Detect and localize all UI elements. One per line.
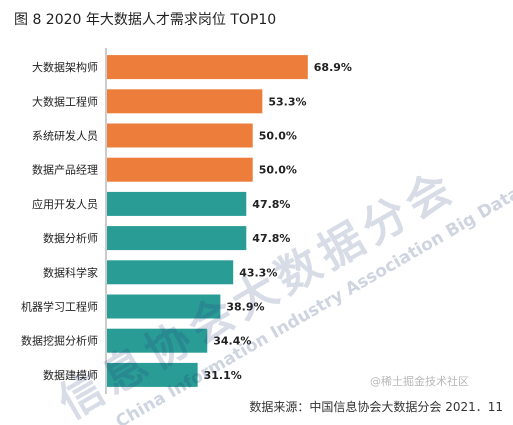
- bar: [107, 89, 263, 114]
- value-label: 38.9%: [226, 301, 264, 314]
- value-label: 34.4%: [213, 335, 251, 348]
- value-label: 47.8%: [252, 198, 290, 211]
- bar: [107, 362, 198, 387]
- value-label: 47.8%: [252, 232, 290, 245]
- bar: [107, 157, 253, 182]
- category-label: 大数据工程师: [32, 94, 98, 108]
- bar: [107, 123, 253, 148]
- chart-title: 图 8 2020 年大数据人才需求岗位 TOP10: [14, 12, 277, 28]
- value-label: 50.0%: [259, 130, 297, 143]
- category-label: 数据科学家: [43, 265, 98, 279]
- value-label: 50.0%: [259, 164, 297, 177]
- bar: [107, 191, 247, 216]
- category-label: 应用开发人员: [32, 197, 98, 211]
- bar: [107, 55, 308, 80]
- bar: [107, 226, 247, 251]
- category-label: 数据建模师: [43, 368, 98, 382]
- bar: [107, 294, 221, 319]
- category-label: 数据分析师: [43, 231, 98, 245]
- value-label: 43.3%: [239, 266, 277, 279]
- category-label: 大数据架构师: [32, 60, 98, 74]
- bar: [107, 260, 234, 285]
- value-label: 68.9%: [314, 61, 352, 74]
- category-label: 数据产品经理: [32, 163, 98, 177]
- value-label: 31.1%: [204, 369, 242, 382]
- bar: [107, 328, 208, 353]
- category-label: 数据挖掘分析师: [21, 334, 98, 348]
- category-label: 系统研发人员: [32, 129, 98, 143]
- category-label: 机器学习工程师: [21, 300, 98, 314]
- source-note: 数据来源：中国信息协会大数据分会 2021．11: [249, 400, 503, 414]
- value-label: 53.3%: [268, 95, 306, 108]
